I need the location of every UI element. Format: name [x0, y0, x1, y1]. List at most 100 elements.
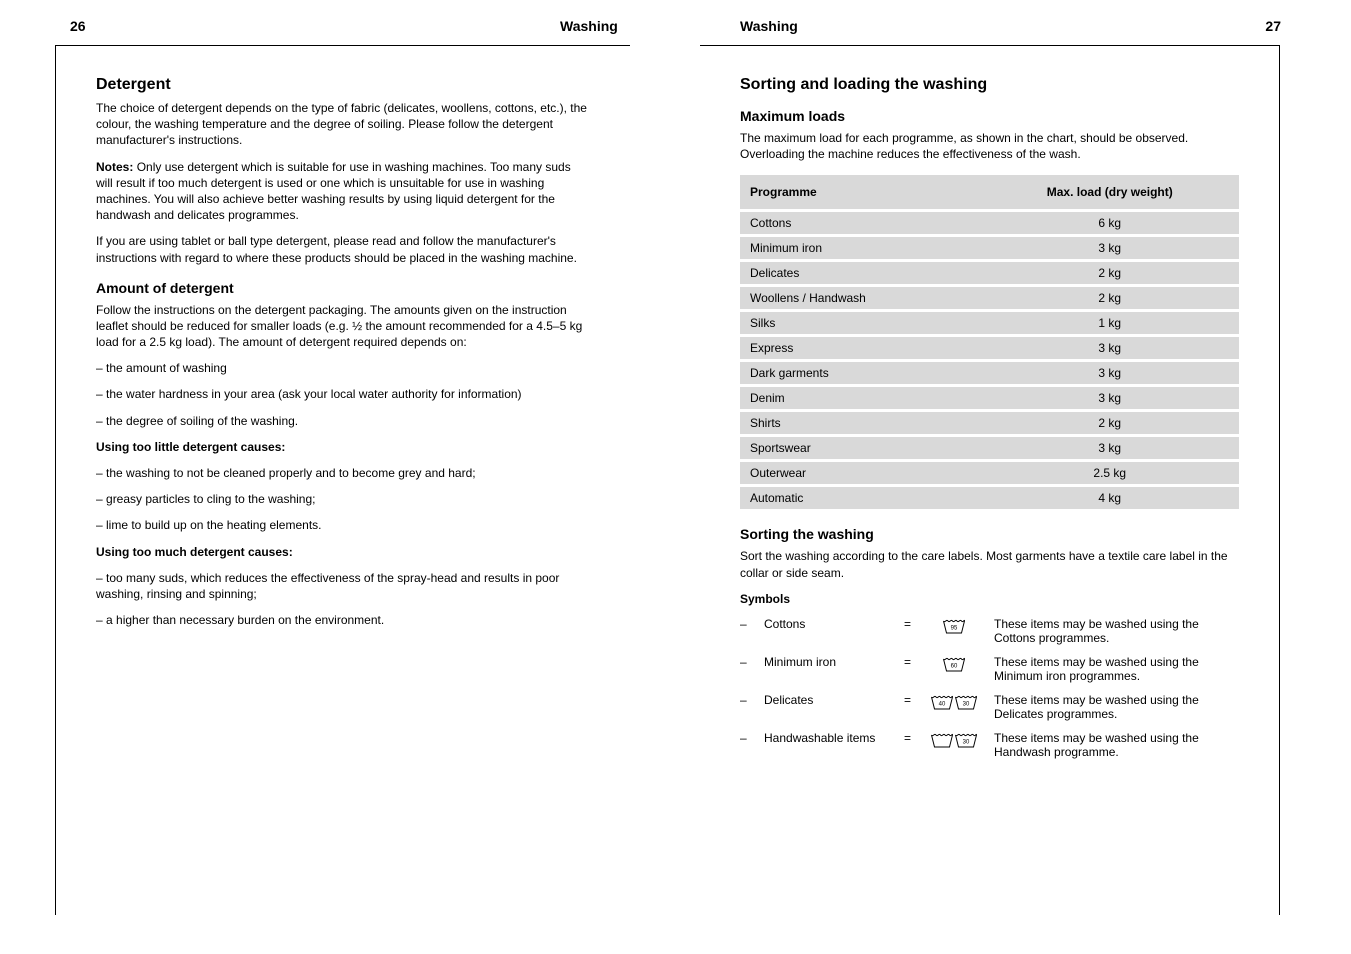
- th-programme: Programme: [740, 175, 980, 209]
- cell-load: 2.5 kg: [980, 462, 1239, 484]
- washtub-icon: [930, 731, 954, 754]
- cell-programme: Minimum iron: [740, 237, 980, 259]
- symbol-icons: 30: [924, 731, 984, 754]
- table-row: Sportswear3 kg: [740, 437, 1239, 459]
- symbol-desc: These items may be washed using the Cott…: [994, 617, 1239, 645]
- symbol-label: Handwashable items: [764, 731, 894, 745]
- para-amount-1: Follow the instructions on the detergent…: [96, 302, 590, 351]
- table-row: Delicates2 kg: [740, 262, 1239, 284]
- table-row: Shirts2 kg: [740, 412, 1239, 434]
- symbol-row: –Cottons=95These items may be washed usi…: [740, 617, 1239, 645]
- cell-load: 3 kg: [980, 387, 1239, 409]
- cell-load: 4 kg: [980, 487, 1239, 509]
- svg-text:30: 30: [963, 739, 970, 745]
- cell-programme: Denim: [740, 387, 980, 409]
- subhead-maxloads: Maximum loads: [740, 108, 1239, 124]
- table-row: Cottons6 kg: [740, 212, 1239, 234]
- cell-load: 3 kg: [980, 337, 1239, 359]
- symbol-icons: 40 30: [924, 693, 984, 716]
- equals: =: [904, 693, 914, 707]
- bullet: –: [740, 693, 754, 707]
- equals: =: [904, 655, 914, 669]
- cell-load: 1 kg: [980, 312, 1239, 334]
- cell-programme: Silks: [740, 312, 980, 334]
- bullet: –: [740, 655, 754, 669]
- bullet: –: [740, 731, 754, 745]
- cell-programme: Express: [740, 337, 980, 359]
- symbol-label: Minimum iron: [764, 655, 894, 669]
- washtub-icon: 95: [942, 617, 966, 640]
- cell-load: 2 kg: [980, 412, 1239, 434]
- symbol-desc: These items may be washed using the Mini…: [994, 655, 1239, 683]
- equals: =: [904, 731, 914, 745]
- cell-load: 2 kg: [980, 262, 1239, 284]
- cell-load: 3 kg: [980, 362, 1239, 384]
- section-label-right: Washing: [740, 18, 798, 34]
- too-little-label: Using too little detergent causes:: [96, 439, 590, 455]
- page-number-right: 27: [1265, 18, 1281, 34]
- notes-text: Only use detergent which is suitable for…: [96, 160, 571, 223]
- cell-programme: Dark garments: [740, 362, 980, 384]
- symbol-row: –Minimum iron = 60 These items may be washe…: [740, 655, 1239, 683]
- svg-text:60: 60: [951, 663, 958, 669]
- symbol-row: –Handwashable items = 30 These items may be…: [740, 731, 1239, 759]
- li-amount-1: – the amount of washing: [96, 360, 590, 376]
- table-row: Minimum iron3 kg: [740, 237, 1239, 259]
- symbol-label: Delicates: [764, 693, 894, 707]
- cell-load: 3 kg: [980, 237, 1239, 259]
- table-row: Outerwear2.5 kg: [740, 462, 1239, 484]
- washtub-icon: 40: [930, 693, 954, 716]
- svg-text:30: 30: [963, 701, 970, 707]
- th-maxload: Max. load (dry weight): [980, 175, 1239, 209]
- washtub-icon: 30: [954, 731, 978, 754]
- washtub-icon: 60: [942, 655, 966, 678]
- washtub-icon: 30: [954, 693, 978, 716]
- table-row: Express3 kg: [740, 337, 1239, 359]
- too-little-a: – the washing to not be cleaned properly…: [96, 465, 590, 481]
- svg-text:95: 95: [951, 625, 958, 631]
- notes-label: Notes:: [96, 160, 133, 174]
- symbol-icons: 95: [924, 617, 984, 640]
- too-little-c: – lime to build up on the heating elemen…: [96, 517, 590, 533]
- svg-text:40: 40: [939, 701, 946, 707]
- section-label-left: Washing: [560, 18, 618, 34]
- cell-programme: Sportswear: [740, 437, 980, 459]
- para-sorting: Sort the washing according to the care l…: [740, 548, 1239, 580]
- load-table: Programme Max. load (dry weight) Cottons…: [740, 172, 1239, 512]
- table-row: Automatic4 kg: [740, 487, 1239, 509]
- li-amount-2: – the water hardness in your area (ask y…: [96, 386, 590, 402]
- table-row: Dark garments3 kg: [740, 362, 1239, 384]
- symbol-desc: These items may be washed using the Deli…: [994, 693, 1239, 721]
- heading-detergent: Detergent: [96, 76, 590, 94]
- page-left: Detergent The choice of detergent depend…: [55, 45, 630, 915]
- cell-load: 3 kg: [980, 437, 1239, 459]
- too-much-a: – too many suds, which reduces the effec…: [96, 570, 590, 602]
- subhead-sorting: Sorting the washing: [740, 526, 1239, 542]
- page-number-left: 26: [70, 18, 86, 34]
- symbols-heading: Symbols: [740, 591, 1239, 607]
- page-right: Sorting and loading the washing Maximum …: [700, 45, 1280, 915]
- too-much-b: – a higher than necessary burden on the …: [96, 612, 590, 628]
- para-detergent-1: The choice of detergent depends on the t…: [96, 100, 590, 149]
- too-little-b: – greasy particles to cling to the washi…: [96, 491, 590, 507]
- symbol-icons: 60: [924, 655, 984, 678]
- cell-programme: Automatic: [740, 487, 980, 509]
- table-row: Woollens / Handwash2 kg: [740, 287, 1239, 309]
- cell-load: 6 kg: [980, 212, 1239, 234]
- cell-programme: Shirts: [740, 412, 980, 434]
- heading-sorting: Sorting and loading the washing: [740, 76, 1239, 94]
- table-row: Denim3 kg: [740, 387, 1239, 409]
- cell-programme: Delicates: [740, 262, 980, 284]
- cell-programme: Woollens / Handwash: [740, 287, 980, 309]
- equals: =: [904, 617, 914, 631]
- symbol-desc: These items may be washed using the Hand…: [994, 731, 1239, 759]
- symbol-label: Cottons: [764, 617, 894, 631]
- para-detergent-notes: Notes: Only use detergent which is suita…: [96, 159, 590, 224]
- cell-load: 2 kg: [980, 287, 1239, 309]
- cell-programme: Cottons: [740, 212, 980, 234]
- table-row: Silks1 kg: [740, 312, 1239, 334]
- intro-maxloads: The maximum load for each programme, as …: [740, 130, 1239, 162]
- too-much-label: Using too much detergent causes:: [96, 544, 590, 560]
- cell-programme: Outerwear: [740, 462, 980, 484]
- li-amount-3: – the degree of soiling of the washing.: [96, 413, 590, 429]
